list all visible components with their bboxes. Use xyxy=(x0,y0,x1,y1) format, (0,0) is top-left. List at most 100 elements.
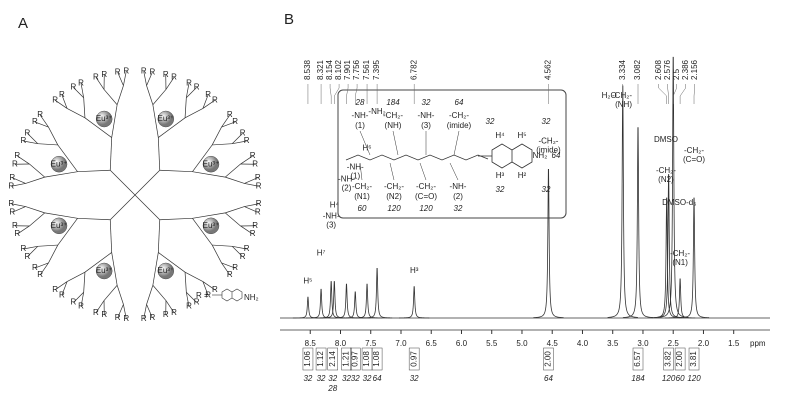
bond xyxy=(146,285,154,305)
bond xyxy=(80,292,85,307)
peak-position-label: 3.082 xyxy=(633,59,642,80)
ring-count: 32 xyxy=(542,117,551,126)
bond xyxy=(232,245,247,250)
bond xyxy=(83,97,86,118)
integral-box xyxy=(632,347,644,371)
bond xyxy=(186,87,197,98)
peak-annotation: -CH₂- xyxy=(538,136,558,145)
bond xyxy=(143,304,147,319)
peak-position-label: 7.756 xyxy=(352,59,361,80)
bond xyxy=(244,203,259,207)
r-group: R xyxy=(186,78,192,87)
bond xyxy=(95,300,105,313)
integral-value: 1.12 xyxy=(316,351,325,367)
inset-arrow xyxy=(389,162,395,181)
r-group: R xyxy=(101,310,107,319)
peak-annotation: -NH₂ xyxy=(368,107,385,116)
peak-annotation: -NH- xyxy=(347,162,364,171)
eu-label: Eu³⁺ xyxy=(203,221,220,230)
bond xyxy=(11,203,26,207)
peak-position-label: 4.562 xyxy=(544,59,553,80)
bond xyxy=(25,206,45,214)
bond xyxy=(57,144,78,172)
panel-label: B xyxy=(284,11,294,28)
r-group: R xyxy=(149,67,155,76)
bond xyxy=(61,281,68,296)
inset-count: 28 xyxy=(355,98,365,107)
x-unit: ppm xyxy=(750,339,766,348)
integral-value: 3.82 xyxy=(664,351,673,367)
proton-count: 32 xyxy=(303,374,312,383)
integral-value: 0.97 xyxy=(409,351,418,367)
bond xyxy=(225,206,245,214)
bond xyxy=(143,71,147,86)
ring-count: 32 xyxy=(486,117,495,126)
bond xyxy=(185,83,190,98)
r-group: R xyxy=(163,310,169,319)
r-group: R xyxy=(232,117,238,126)
inset-count: 184 xyxy=(386,98,400,107)
r-group: R xyxy=(205,290,211,299)
inset-group: -NH- xyxy=(450,182,467,191)
ring-label: H⁴ xyxy=(495,131,505,140)
peak-position-label: 8.321 xyxy=(316,59,325,80)
r-group: R xyxy=(232,263,238,272)
inset-group: -CH₂- xyxy=(383,111,403,120)
integral-value: 1.08 xyxy=(362,351,371,367)
bond xyxy=(37,244,58,247)
peak xyxy=(361,268,393,319)
peak xyxy=(533,168,564,319)
bond xyxy=(211,126,222,146)
bond xyxy=(244,183,259,187)
r-group: R xyxy=(93,308,99,317)
integral-value: 2.14 xyxy=(328,351,337,367)
peak-position-label: 7.901 xyxy=(343,59,352,80)
r-group: R xyxy=(115,67,121,76)
x-tick-label: 4.5 xyxy=(547,339,559,348)
peak-annotation: H⁷ xyxy=(317,249,326,258)
peak-position-label: 6.782 xyxy=(409,59,418,80)
bond xyxy=(12,206,26,213)
integral-box xyxy=(674,347,686,371)
eu-sphere xyxy=(157,262,175,280)
integral-box xyxy=(408,347,420,371)
peak-annotation: (N1) xyxy=(672,258,688,267)
bond xyxy=(184,271,204,282)
r-group-sketch xyxy=(212,288,243,302)
x-tick-label: 5.5 xyxy=(486,339,498,348)
eu-sphere xyxy=(202,217,220,235)
r-group: R xyxy=(20,244,26,253)
inset-group-sub: (C=O) xyxy=(415,192,437,201)
r-group: R xyxy=(14,151,20,160)
integral-box xyxy=(315,347,327,371)
bond xyxy=(48,244,59,264)
peak-position-label: 8.154 xyxy=(325,59,334,80)
bond xyxy=(244,206,258,213)
inset-group: -NH- xyxy=(352,111,369,120)
integral-box xyxy=(302,347,314,371)
bond xyxy=(116,285,124,305)
proton-count: 120 xyxy=(687,374,701,383)
integral-value: 1.06 xyxy=(303,351,312,367)
peak-annotation: (1) xyxy=(350,171,360,180)
bond xyxy=(184,97,187,118)
bond xyxy=(225,176,245,184)
peak-position-label: 8.538 xyxy=(303,59,312,80)
peak-annotation: H₂O xyxy=(602,91,617,100)
eu-sphere xyxy=(157,110,175,128)
bond xyxy=(44,212,78,219)
ring-label: NH₂ xyxy=(533,151,548,160)
proton-count: 32 xyxy=(351,374,360,383)
peak-annotation: -CH₂- xyxy=(656,166,676,175)
r-group: R xyxy=(194,83,200,92)
leader-line xyxy=(658,84,667,104)
bond xyxy=(111,104,118,138)
peak-annotation: (N2) xyxy=(658,175,674,184)
r-group: R xyxy=(255,173,261,182)
r-group: R xyxy=(93,72,99,81)
r-group: R xyxy=(240,128,246,137)
bond xyxy=(152,285,167,301)
inset-arrow xyxy=(449,162,459,181)
r-group: R xyxy=(186,302,192,311)
bond xyxy=(212,143,233,146)
